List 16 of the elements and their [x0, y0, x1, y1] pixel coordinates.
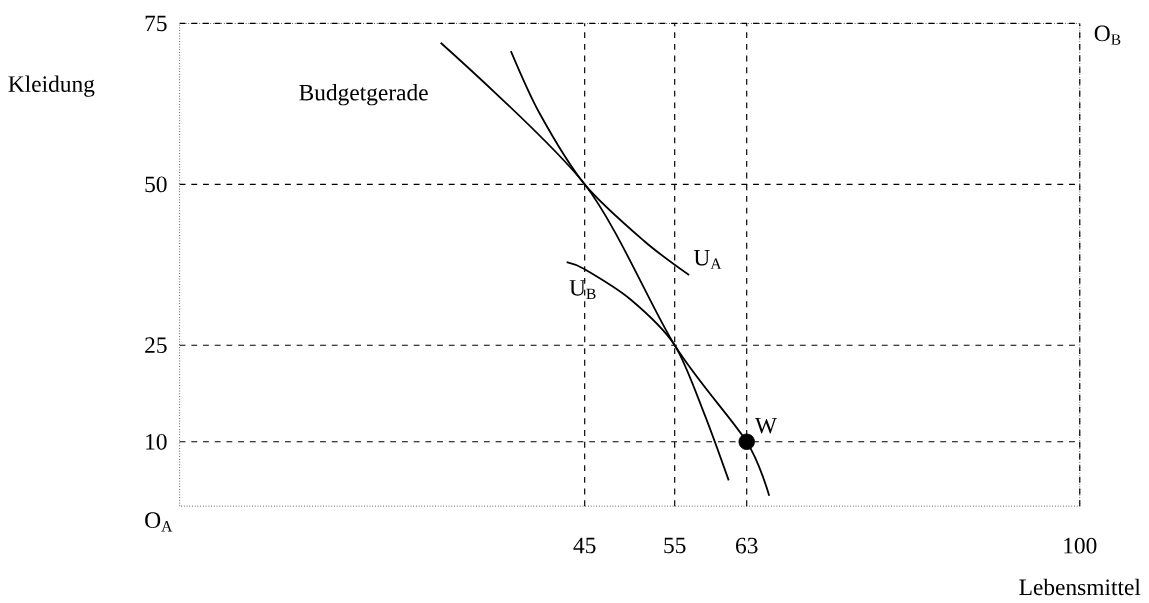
y-axis-title: Kleidung	[8, 75, 95, 97]
y-tick-label: 75	[145, 15, 167, 32]
y-tick-label: 10	[146, 433, 167, 450]
y-tick-label: 25	[145, 337, 167, 354]
text: O$_{A}$	[145, 512, 173, 532]
annotation: U$_{A}$	[693, 250, 722, 269]
x-axis-title: Lebensmittel	[1019, 578, 1141, 596]
x-tick-label: 55	[664, 537, 686, 554]
y-tick-label: 50	[145, 176, 167, 193]
x-tick-label: 63	[736, 537, 758, 554]
annotation: W	[754, 417, 777, 434]
annotation: Budgetgerade	[299, 84, 428, 106]
text: O$_{B}$	[1094, 25, 1121, 45]
x-tick-label: 100	[1064, 537, 1097, 554]
x-tick-label: 45	[573, 537, 596, 554]
annotation: U$_{B}$	[569, 280, 596, 300]
